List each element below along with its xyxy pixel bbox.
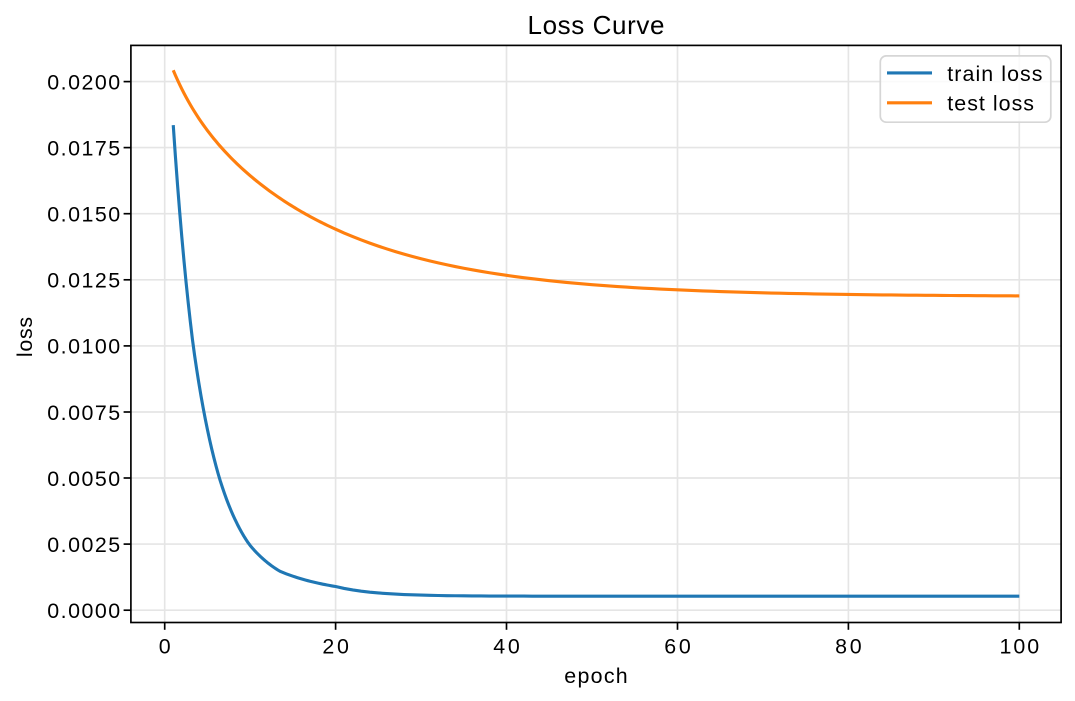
svg-text:0.0000: 0.0000 — [47, 599, 120, 623]
svg-text:train loss: train loss — [947, 62, 1042, 86]
svg-text:0.0150: 0.0150 — [47, 203, 120, 227]
svg-text:0.0075: 0.0075 — [47, 401, 120, 425]
svg-text:0.0200: 0.0200 — [47, 70, 120, 94]
svg-text:loss: loss — [13, 317, 37, 357]
svg-text:Loss Curve: Loss Curve — [528, 10, 665, 40]
svg-text:epoch: epoch — [564, 664, 627, 688]
svg-text:0.0025: 0.0025 — [47, 533, 120, 557]
svg-text:0.0125: 0.0125 — [47, 269, 120, 293]
svg-text:100: 100 — [999, 635, 1039, 659]
svg-text:test loss: test loss — [947, 91, 1034, 115]
svg-text:0.0050: 0.0050 — [47, 467, 120, 491]
svg-text:0.0175: 0.0175 — [47, 136, 120, 160]
svg-text:0: 0 — [159, 635, 171, 659]
svg-text:0.0100: 0.0100 — [47, 335, 120, 359]
